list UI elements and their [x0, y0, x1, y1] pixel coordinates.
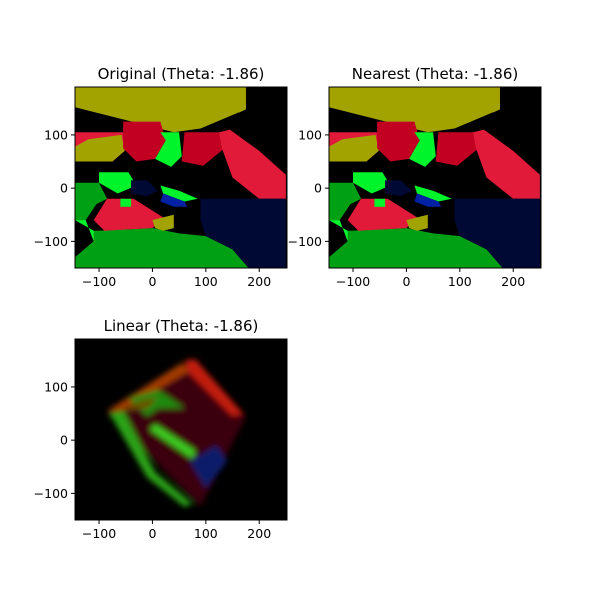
- original-xtick-label: 0: [148, 274, 156, 289]
- linear-region-2: [184, 359, 244, 417]
- nearest-ytick-label: 0: [314, 181, 322, 196]
- nearest-region-4: [377, 121, 420, 162]
- nearest-ytick-label: −100: [288, 234, 322, 249]
- panel-linear-title: Linear (Theta: -1.86): [104, 317, 259, 335]
- panel-original: Original (Theta: -1.86) −100 0 100 2001000−…: [34, 65, 288, 289]
- nearest-region-16: [414, 185, 452, 202]
- panel-original-title: Original (Theta: -1.86): [98, 65, 265, 83]
- original-xtick-label: 100: [194, 274, 218, 289]
- nearest-region-3: [329, 134, 379, 162]
- original-xtick-label: −100: [82, 274, 116, 289]
- original-region-18: [152, 214, 174, 231]
- nearest-xtick-label: −100: [336, 274, 370, 289]
- linear-axes-frame: [74, 338, 288, 521]
- nearest-region-9: [353, 172, 391, 194]
- linear-region-1: [107, 363, 190, 411]
- original-ytick-label: −100: [34, 234, 68, 249]
- linear-region-3: [109, 410, 193, 507]
- original-region-0: [75, 87, 246, 133]
- nearest-region-1: [492, 87, 500, 113]
- linear-xtick-label: −100: [82, 526, 116, 541]
- panel-nearest: Nearest (Theta: -1.86) −100 0 100 2001000−1…: [288, 65, 542, 289]
- nearest-region-19: [374, 198, 386, 207]
- linear-xtick-label: 0: [148, 526, 156, 541]
- original-region-9: [99, 172, 137, 194]
- nearest-region-6: [435, 132, 479, 166]
- nearest-xtick-label: 0: [402, 274, 410, 289]
- original-region-4: [123, 121, 166, 162]
- linear-xtick-label: 100: [194, 526, 218, 541]
- nearest-region-15: [385, 180, 412, 197]
- linear-plot-area: −100 0 100 200 100 0 −100: [34, 338, 288, 541]
- original-region-13: [93, 198, 164, 231]
- linear-xtick-label: 200: [247, 526, 271, 541]
- original-plot-area: −100 0 100 200 100 0 −100: [34, 86, 288, 289]
- panel-nearest-title: Nearest (Theta: -1.86): [352, 65, 518, 83]
- original-ytick-label: 100: [44, 127, 68, 142]
- linear-region-4: [128, 389, 185, 417]
- original-ytick-label: 0: [60, 181, 68, 196]
- original-region-14: [200, 198, 286, 268]
- nearest-ytick-label: 100: [298, 127, 322, 142]
- original-region-7: [219, 129, 286, 199]
- nearest-xtick-label: 100: [448, 274, 472, 289]
- nearest-region-13: [347, 198, 418, 231]
- linear-ytick-label: −100: [34, 486, 68, 501]
- nearest-region-8: [329, 182, 361, 221]
- nearest-axes-frame: [328, 86, 542, 269]
- original-region-15: [131, 180, 158, 197]
- nearest-region-14: [454, 198, 540, 268]
- linear-region-5: [149, 424, 196, 459]
- nearest-region-17: [414, 193, 442, 207]
- original-region-12: [99, 228, 249, 268]
- linear-region-6: [189, 445, 228, 489]
- original-region-1: [238, 87, 246, 113]
- linear-region-7: [120, 397, 158, 411]
- nearest-region-7: [473, 129, 540, 199]
- nearest-region-12: [353, 228, 503, 268]
- original-xtick-label: 200: [247, 274, 271, 289]
- nearest-plot-area: −100 0 100 200 100 0 −100: [288, 86, 542, 289]
- linear-ytick-label: 0: [60, 433, 68, 448]
- original-region-6: [181, 132, 225, 166]
- original-region-17: [160, 193, 188, 207]
- original-region-3: [75, 134, 125, 162]
- nearest-xtick-label: 200: [501, 274, 525, 289]
- nearest-region-18: [406, 214, 428, 231]
- nearest-region-0: [329, 87, 500, 133]
- original-region-16: [160, 185, 198, 202]
- linear-ytick-label: 100: [44, 379, 68, 394]
- nearest-region-5: [409, 132, 436, 167]
- panel-linear: Linear (Theta: -1.86) −100 0 100 2001000−10…: [34, 317, 288, 541]
- original-region-19: [120, 198, 132, 207]
- original-region-5: [155, 132, 182, 167]
- original-axes-frame: [74, 86, 288, 269]
- original-region-8: [75, 182, 107, 221]
